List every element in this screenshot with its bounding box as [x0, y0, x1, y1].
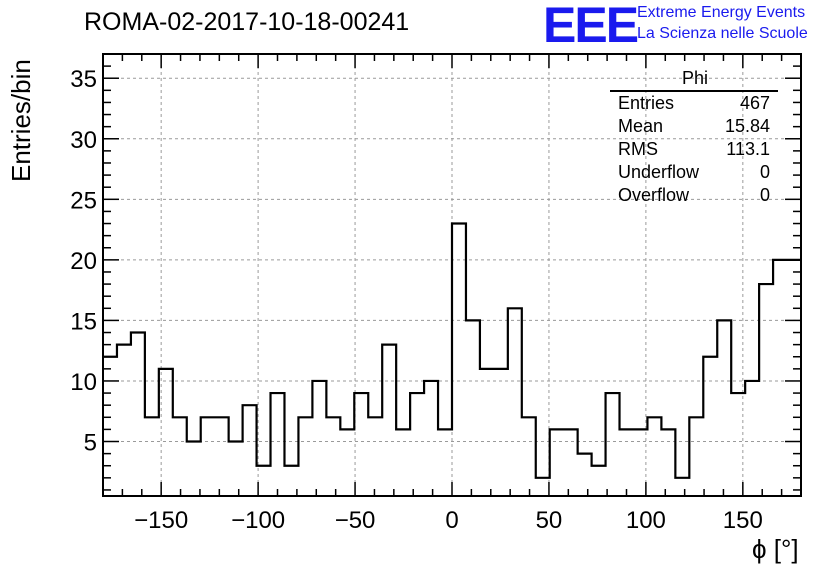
histogram-bin [550, 429, 564, 496]
histogram-bin [592, 466, 606, 496]
stats-label: Entries [618, 93, 675, 113]
histogram-series [103, 222, 801, 496]
histogram-step-line [103, 222, 801, 479]
x-tick-label: 150 [723, 507, 763, 534]
stats-value: 0 [759, 162, 770, 182]
histogram-bin [745, 381, 759, 496]
chart-title: ROMA-02-2017-10-18-00241 [84, 8, 410, 36]
histogram-bin [243, 405, 257, 496]
eee-logo: EEE [543, 0, 639, 53]
histogram-bin [159, 369, 173, 496]
histogram-bin [229, 442, 243, 496]
histogram-bin [759, 284, 773, 496]
histogram-bin [298, 417, 312, 496]
stats-value: 15.84 [724, 116, 770, 136]
histogram-bin [675, 478, 689, 496]
stats-label: Underflow [618, 162, 700, 182]
chart-ticks [102, 53, 802, 496]
histogram-bin [717, 320, 731, 496]
stats-value: 0 [759, 185, 770, 205]
histogram-bin [396, 429, 410, 496]
histogram-bin [494, 369, 508, 496]
histogram-bin [368, 417, 382, 496]
histogram-bin [522, 417, 536, 496]
histogram-bin [578, 454, 592, 496]
histogram-bin [689, 417, 703, 496]
x-axis-label: ϕ [°] [752, 534, 799, 564]
histogram-bin [787, 260, 801, 496]
histogram-bin [145, 417, 159, 496]
histogram-bin [731, 393, 745, 496]
histogram-bin [382, 345, 396, 496]
histogram-bin [452, 224, 466, 496]
stats-value: 113.1 [726, 139, 770, 159]
stats-row: Overflow 0 [610, 184, 780, 207]
stats-label: Mean [618, 116, 664, 136]
histogram-bin [606, 393, 620, 496]
histogram-bin [508, 308, 522, 496]
histogram-bin [326, 417, 340, 496]
histogram-bin [173, 417, 187, 496]
stats-row: RMS 113.1 [610, 138, 780, 161]
histogram-bin [620, 429, 634, 496]
stats-box: Phi Entries 467 Mean 15.84 RMS 113.1 Und… [610, 68, 780, 207]
y-tick-label: 30 [70, 127, 97, 154]
y-tick-label: 20 [70, 248, 97, 275]
x-tick-label: −150 [134, 507, 188, 534]
histogram-bin [410, 393, 424, 496]
y-axis-label: Entries/bin [6, 59, 36, 182]
histogram-bin [215, 417, 229, 496]
histogram-bin [201, 417, 215, 496]
stats-title: Phi [681, 68, 708, 88]
histogram-bin [131, 333, 145, 496]
x-tick-label: 50 [536, 507, 563, 534]
stats-row: Underflow 0 [610, 161, 780, 184]
stats-row: Entries 467 [610, 92, 780, 115]
org-name-line2: La Scienza nelle Scuole [637, 25, 808, 42]
histogram-bin [424, 381, 438, 496]
histogram-bin [354, 393, 368, 496]
x-tick-label: −50 [335, 507, 376, 534]
histogram-bin [466, 320, 480, 496]
stats-row: Mean 15.84 [610, 115, 780, 138]
histogram-bin [312, 381, 326, 496]
histogram-bin [647, 417, 661, 496]
histogram-bin [773, 260, 787, 496]
histogram-bin [661, 429, 675, 496]
stats-value: 467 [739, 93, 770, 113]
histogram-bin [271, 393, 285, 496]
stats-label: Overflow [618, 185, 690, 205]
y-tick-label: 5 [84, 430, 97, 457]
stats-divider [610, 90, 778, 92]
x-tick-label: 100 [626, 507, 666, 534]
histogram-bin [564, 429, 578, 496]
y-tick-label: 15 [70, 308, 97, 335]
histogram-bin [536, 478, 550, 496]
histogram-bin [103, 357, 117, 496]
x-tick-label: 0 [445, 507, 458, 534]
chart-tick-labels: −150 −100 −50 0 50 100 150 5 10 15 20 25 30 35 [70, 66, 763, 534]
y-tick-label: 25 [70, 187, 97, 214]
histogram-bin [340, 429, 354, 496]
y-tick-label: 35 [70, 66, 97, 93]
histogram-bin [187, 442, 201, 496]
x-tick-label: −100 [231, 507, 285, 534]
histogram-bin [480, 369, 494, 496]
histogram-bin [703, 357, 717, 496]
histogram-bin [438, 429, 452, 496]
org-name-line1: Extreme Energy Events [637, 4, 806, 21]
stats-label: RMS [618, 139, 658, 159]
histogram-bin [117, 345, 131, 496]
y-tick-label: 10 [70, 369, 97, 396]
